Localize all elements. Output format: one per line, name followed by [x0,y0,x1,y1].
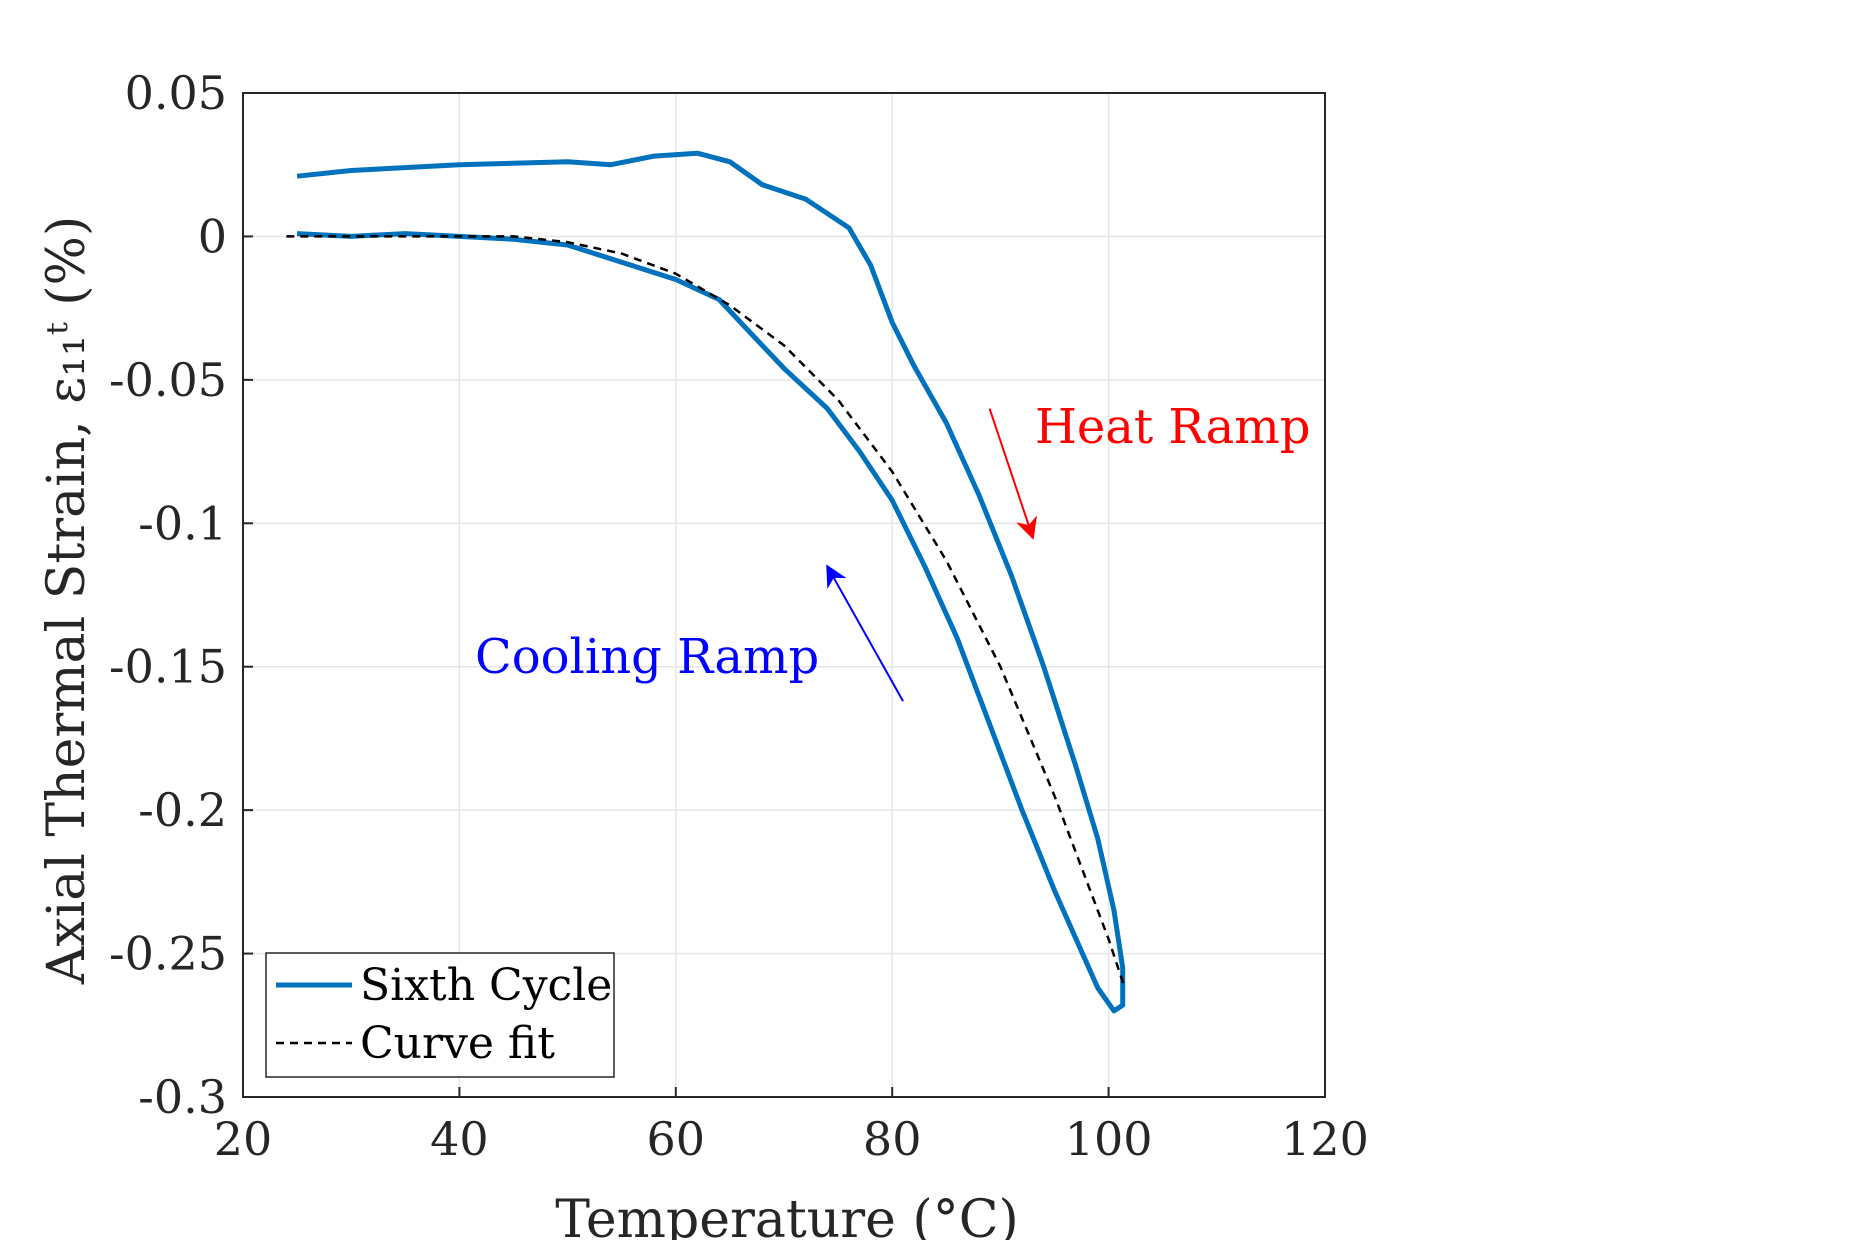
y-tick-label: -0.2 [138,783,227,837]
heat-ramp-label: Heat Ramp [1035,399,1311,455]
y-axis-ticks: 0.05 0 -0.05 -0.1 -0.15 -0.2 -0.25 -0.3 [109,66,227,1124]
series-layer [286,150,1126,1014]
x-tick-label: 60 [647,1112,706,1166]
y-tick-label: -0.1 [138,496,227,550]
axes-frame [242,92,1326,1098]
y-tick-label: 0.05 [125,66,227,120]
legend-label-curve-fit: Curve fit [360,1018,555,1069]
x-axis-ticks: 20 40 60 80 100 120 [214,1112,1369,1166]
legend: Sixth Cycle Curve fit [265,952,615,1078]
cooling-ramp-arrow [826,564,904,702]
x-tick-label: 80 [863,1112,922,1166]
y-tick-label: -0.05 [109,353,227,407]
grid [242,92,1326,1098]
y-tick-label: -0.3 [138,1070,227,1124]
series-line-curve-fit [286,235,1126,989]
tick-marks [242,92,1326,1098]
x-tick-label: 100 [1065,1112,1153,1166]
series-line-sixth-cycle [296,150,1126,1014]
cooling-ramp-label: Cooling Ramp [475,629,819,685]
x-tick-label: 40 [430,1112,489,1166]
legend-label-sixth-cycle: Sixth Cycle [360,960,612,1011]
annotations: Heat Ramp Cooling Ramp [475,399,1311,702]
y-tick-label: -0.15 [109,640,227,694]
legend-box [265,952,615,1078]
y-tick-label: 0 [198,209,227,263]
x-axis-label: Temperature (°C) [555,1190,1019,1240]
y-axis-label: Axial Thermal Strain, ε₁₁ᵗ (%) [37,216,97,985]
x-tick-label: 20 [214,1112,273,1166]
x-tick-label: 120 [1281,1112,1369,1166]
heat-ramp-arrow [988,408,1037,540]
y-tick-label: -0.25 [109,927,227,981]
